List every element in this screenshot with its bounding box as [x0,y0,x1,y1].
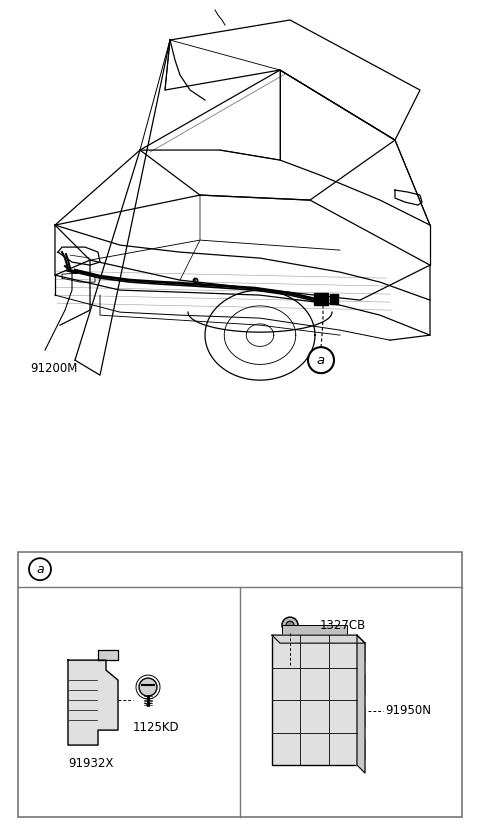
Text: a: a [317,354,325,367]
Circle shape [286,621,294,629]
FancyBboxPatch shape [330,294,338,304]
FancyBboxPatch shape [357,641,365,661]
Text: 1125KD: 1125KD [133,721,180,734]
Circle shape [139,678,157,696]
FancyBboxPatch shape [314,293,328,305]
Circle shape [78,715,88,725]
FancyBboxPatch shape [272,635,357,765]
Text: 1327CB: 1327CB [320,619,366,631]
FancyBboxPatch shape [357,739,365,758]
Polygon shape [272,635,365,643]
Polygon shape [357,635,365,773]
Text: 91950N: 91950N [385,704,431,717]
Circle shape [282,617,298,633]
FancyBboxPatch shape [282,625,347,635]
FancyBboxPatch shape [357,706,365,726]
Text: 91200M: 91200M [30,362,77,375]
Bar [18,552,462,817]
Text: a: a [36,563,44,575]
Polygon shape [68,660,118,745]
Circle shape [78,690,88,700]
Polygon shape [98,650,118,660]
FancyBboxPatch shape [357,674,365,694]
Text: 91932X: 91932X [68,757,113,770]
